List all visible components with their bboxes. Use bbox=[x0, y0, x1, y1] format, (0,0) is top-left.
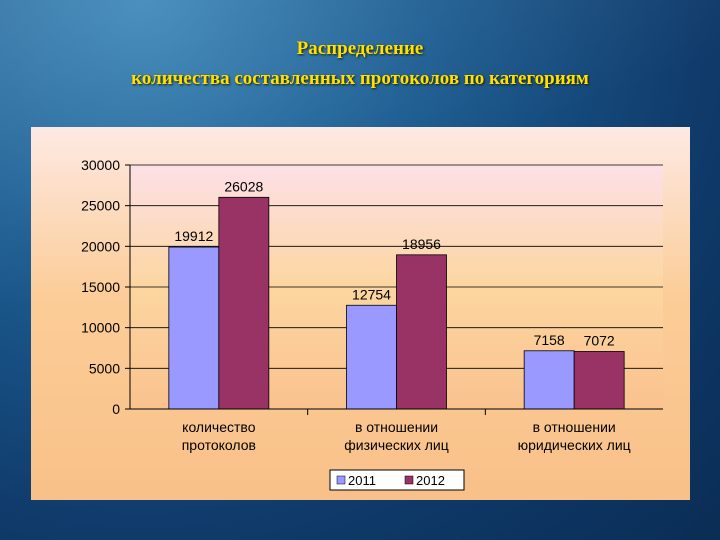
bar-2012 bbox=[573, 351, 625, 410]
axes: 0 5000 10000 15000 20000 25000 30000 количество… bbox=[81, 157, 663, 453]
x-category-label: юридических лиц bbox=[518, 437, 631, 453]
legend-box bbox=[329, 469, 465, 491]
slide-title: Распределение количества составленных пр… bbox=[0, 34, 720, 94]
chart-panel: 19912 26028 12754 18956 7158 7072 0 5000 10000 1… bbox=[31, 127, 690, 500]
title-line-2: количества составленных протоколов по ка… bbox=[131, 68, 589, 89]
data-label: 18956 bbox=[402, 236, 441, 252]
legend-swatch-2012 bbox=[404, 475, 414, 485]
x-category-label: протоколов bbox=[182, 437, 256, 453]
x-category-label: количество bbox=[182, 419, 256, 435]
data-label: 7072 bbox=[584, 332, 615, 348]
data-label: 19912 bbox=[174, 228, 213, 244]
legend-label-2012: 2012 bbox=[416, 473, 445, 488]
data-label: 7158 bbox=[534, 332, 565, 348]
bar-chart: 19912 26028 12754 18956 7158 7072 0 5000 10000 1… bbox=[31, 127, 690, 500]
y-tick-label: 25000 bbox=[81, 198, 120, 214]
y-tick-label: 15000 bbox=[81, 279, 120, 295]
bar-2011 bbox=[523, 350, 575, 410]
y-tick-label: 0 bbox=[112, 401, 120, 417]
bar-2012 bbox=[396, 254, 447, 410]
data-label: 26028 bbox=[224, 178, 263, 194]
y-tick-label: 10000 bbox=[81, 320, 120, 336]
y-tick-label: 20000 bbox=[81, 238, 120, 254]
legend-swatch-2011 bbox=[336, 475, 346, 485]
bar-2011 bbox=[168, 246, 220, 410]
legend: 2011 2012 bbox=[329, 469, 465, 491]
y-tick-label: 30000 bbox=[81, 157, 120, 173]
bars bbox=[168, 196, 625, 410]
title-line-1: Распределение bbox=[296, 38, 424, 59]
legend-label-2011: 2011 bbox=[348, 473, 376, 488]
x-category-label: в отношении bbox=[533, 419, 616, 435]
x-category-label: физических лиц bbox=[344, 437, 449, 453]
data-label: 12754 bbox=[352, 286, 391, 302]
y-tick-label: 5000 bbox=[89, 360, 120, 376]
bar-2011 bbox=[346, 304, 397, 410]
bar-2012 bbox=[218, 196, 270, 410]
x-category-label: в отношении bbox=[355, 419, 438, 435]
data-labels: 19912 26028 12754 18956 7158 7072 bbox=[174, 178, 615, 348]
